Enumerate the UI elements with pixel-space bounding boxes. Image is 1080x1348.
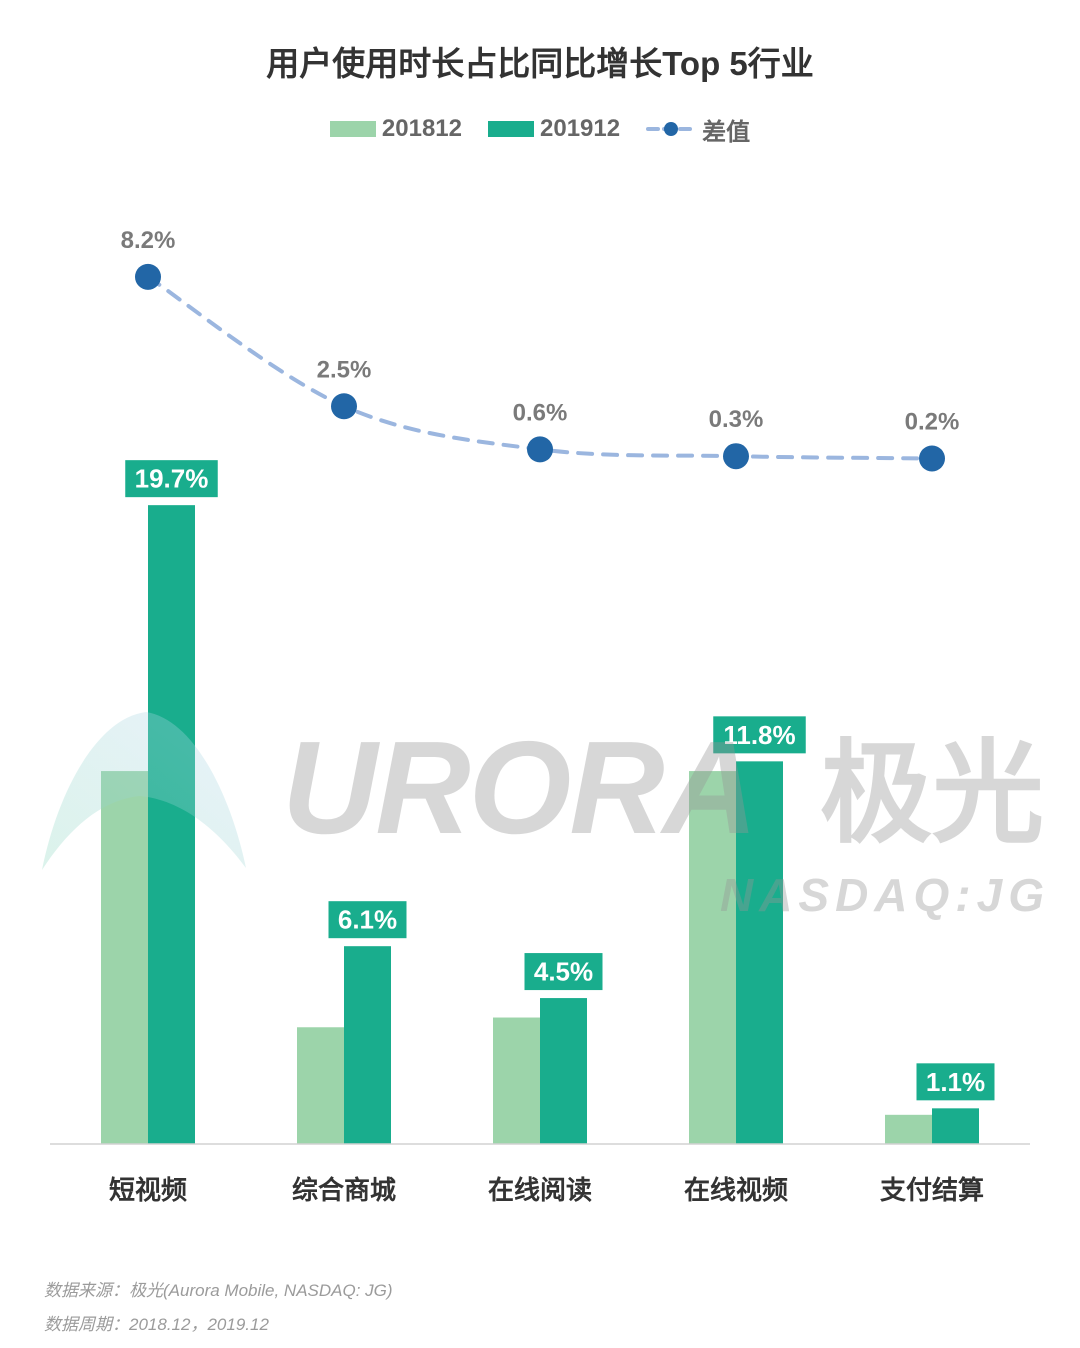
value-label-box-0 — [125, 460, 218, 498]
value-label-201912-2: 4.5% — [534, 957, 593, 987]
bar-201812-3 — [689, 771, 736, 1144]
legend-dot-marker — [664, 122, 679, 136]
legend-label-difference: 差值 — [702, 118, 751, 146]
legend-swatch-201912 — [488, 121, 534, 137]
value-label-box-3 — [713, 716, 806, 754]
bar-201812-2 — [493, 1017, 540, 1144]
x-tick-label-3: 在线视频 — [684, 1175, 788, 1205]
difference-label-1: 2.5% — [317, 356, 372, 383]
legend-item-201912: 201912 — [488, 115, 620, 143]
legend-label-201912: 201912 — [540, 115, 621, 142]
difference-label-4: 0.2% — [905, 408, 960, 435]
chart-title: 用户使用时长占比同比增长Top 5行业 — [266, 45, 814, 82]
legend-item-201812: 201812 — [329, 115, 462, 143]
value-label-201912-1: 6.1% — [338, 905, 397, 935]
bar-201812-4 — [885, 1114, 932, 1144]
bar-201912-4 — [932, 1108, 979, 1144]
x-tick-label-0: 短视频 — [109, 1175, 187, 1205]
legend-line-marker — [646, 122, 697, 136]
difference-point-2 — [527, 436, 553, 463]
difference-point-3 — [723, 443, 749, 470]
value-label-201912-3: 11.8% — [723, 720, 795, 750]
legend-item-difference: 差值 — [646, 112, 750, 147]
value-label-box-4 — [916, 1063, 995, 1101]
difference-point-0 — [135, 263, 161, 290]
difference-label-2: 0.6% — [513, 399, 568, 426]
value-label-201912-0: 19.7% — [135, 464, 209, 494]
value-label-box-2 — [524, 953, 603, 991]
legend-label-201812: 201812 — [381, 115, 462, 142]
x-tick-label-2: 在线阅读 — [488, 1175, 592, 1205]
difference-line — [146, 274, 934, 461]
value-label-201912-4: 1.1% — [926, 1067, 985, 1097]
legend-swatch-201812 — [329, 121, 376, 137]
bar-201812-1 — [297, 1027, 344, 1144]
value-label-box-1 — [328, 901, 407, 939]
bar-201912-1 — [344, 946, 391, 1144]
bar-201812-0 — [101, 771, 148, 1144]
bar-201912-2 — [540, 998, 587, 1144]
bar-201912-0 — [148, 505, 195, 1145]
difference-point-1 — [331, 393, 357, 420]
x-tick-label-1: 综合商城 — [292, 1175, 396, 1205]
difference-label-0: 8.2% — [121, 227, 176, 254]
x-tick-label-4: 支付结算 — [880, 1175, 984, 1205]
bar-201912-3 — [736, 761, 783, 1144]
legend: 201812 201912 差值 — [0, 111, 1080, 147]
difference-point-4 — [919, 445, 945, 472]
difference-label-3: 0.3% — [709, 406, 764, 433]
footer-data-source: 数据来源：极光(Aurora Mobile, NASDAQ: JG) — [44, 1281, 393, 1300]
footer-data-period: 数据周期：2018.12，2019.12 — [44, 1315, 269, 1334]
